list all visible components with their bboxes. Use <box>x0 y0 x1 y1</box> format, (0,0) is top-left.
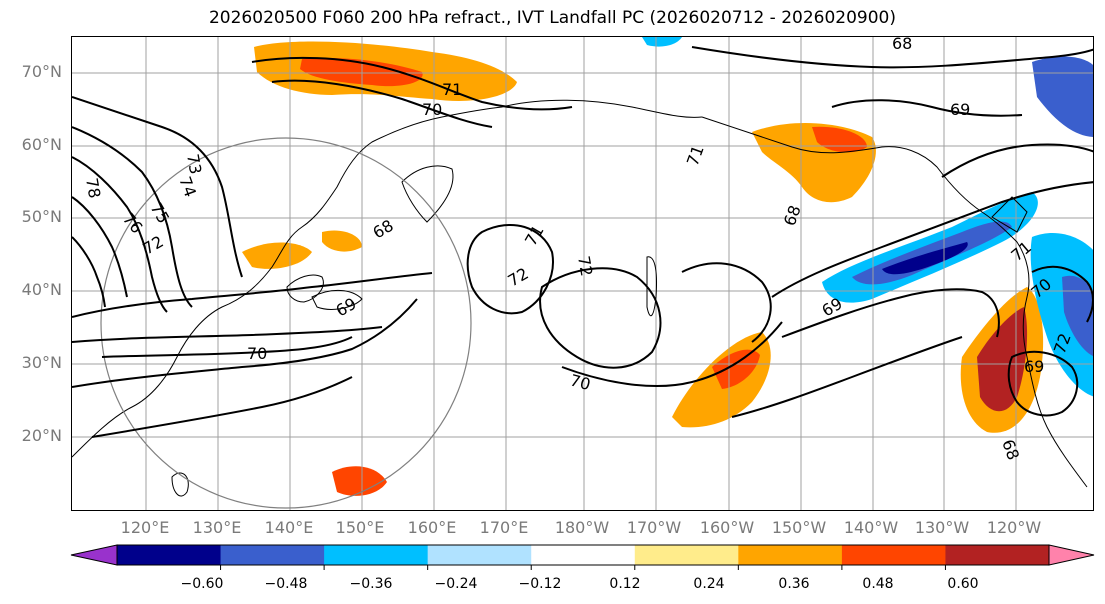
contour-label: 71 <box>683 143 708 169</box>
contour-label: 68 <box>370 216 397 243</box>
lat-label-20n: 20°N <box>21 426 62 445</box>
colorbar-segment <box>738 545 843 565</box>
map-panel: 68 71 70 69 73 74 75 76 78 72 71 72 72 6… <box>71 36 1094 511</box>
contour-label: 75 <box>147 200 174 227</box>
lon-label-130w: 130°W <box>914 518 970 537</box>
colorbar-segment <box>117 545 222 565</box>
contours <box>72 46 1093 438</box>
contour-label: 69 <box>333 294 360 321</box>
colorbar-segment <box>427 545 532 565</box>
contour-label: 78 <box>82 176 104 199</box>
contour-label: 70 <box>247 344 267 363</box>
lon-label-140e: 140°E <box>264 518 314 537</box>
lon-label-160e: 160°E <box>407 518 457 537</box>
contour-label: 71 <box>521 222 548 249</box>
shade-region-subtropical <box>332 466 387 496</box>
lon-label-160w: 160°W <box>699 518 755 537</box>
lon-label-140w: 140°W <box>843 518 899 537</box>
lon-label-130e: 130°E <box>192 518 242 537</box>
contour-label: 76 <box>119 209 147 237</box>
lon-label-170w: 170°W <box>626 518 682 537</box>
shade-region-central-pacific-core <box>712 349 760 389</box>
contour-label: 69 <box>950 100 970 119</box>
colorbar-segment <box>324 545 429 565</box>
lon-label-120e: 120°E <box>120 518 170 537</box>
shade-region-north-pacific-top-core <box>300 57 423 87</box>
shade-region-japan-east <box>322 230 362 252</box>
contour-label: 73 <box>183 152 205 175</box>
lon-label-150e: 150°E <box>335 518 385 537</box>
contour-label: 68 <box>998 437 1023 463</box>
colorbar-extend-left <box>70 544 118 566</box>
contour-label: 72 <box>140 232 167 259</box>
contour-label: 69 <box>1024 357 1044 376</box>
colorbar-segment <box>220 545 325 565</box>
lat-label-70n: 70°N <box>21 62 62 81</box>
colorbar-segment <box>634 545 739 565</box>
colorbar-tick-label: −0.36 <box>349 576 393 592</box>
shade-region-gulf-darkblue <box>882 242 968 275</box>
colorbar-segment <box>841 545 946 565</box>
shade-region-east-blue-core <box>1062 275 1093 356</box>
colorbar-tick-label: −0.12 <box>518 576 562 592</box>
lon-label-180w: 180°W <box>554 518 610 537</box>
colorbar-tick-label: 0.36 <box>778 576 810 592</box>
contour-label: 68 <box>892 37 912 53</box>
colorbar-tick-label: 0.24 <box>693 576 725 592</box>
colorbar-extend-right <box>1048 544 1095 566</box>
colorbar-tick-label: −0.60 <box>180 576 224 592</box>
colorbar-segment <box>945 545 1050 565</box>
lat-label-60n: 60°N <box>21 135 62 154</box>
colorbar-tick-label: 0.60 <box>947 576 979 592</box>
landfall-circle <box>100 137 472 509</box>
colorbar-tick-label: −0.24 <box>434 576 478 592</box>
colorbar-tick-label: −0.48 <box>264 576 308 592</box>
lat-label-30n: 30°N <box>21 353 62 372</box>
lon-label-150w: 150°W <box>771 518 827 537</box>
colorbar-tick-label: 0.48 <box>862 576 894 592</box>
map-title: 2026020500 F060 200 hPa refract., IVT La… <box>208 8 896 28</box>
lon-label-170e: 170°E <box>479 518 529 537</box>
lon-label-120w: 120°W <box>986 518 1042 537</box>
lat-label-40n: 40°N <box>21 280 62 299</box>
contour-label: 72 <box>505 264 532 291</box>
map-canvas: 68 71 70 69 73 74 75 76 78 72 71 72 72 6… <box>72 37 1093 510</box>
shade-region-japan <box>242 242 312 269</box>
contour-label: 72 <box>574 254 596 277</box>
shade-region-california-core <box>977 307 1028 412</box>
colorbar-border <box>116 544 1050 566</box>
shade-region-northeast-blue <box>1032 56 1093 137</box>
colorbar-segment <box>531 545 636 565</box>
lat-label-50n: 50°N <box>21 207 62 226</box>
contour-label: 74 <box>175 174 200 200</box>
colorbar-tick-label: 0.12 <box>609 576 641 592</box>
contour-label: 71 <box>442 80 462 99</box>
coastlines <box>72 99 1088 497</box>
contour-label: 70 <box>568 371 593 395</box>
shade-region-top-blue <box>642 37 682 47</box>
contour-label: 70 <box>422 100 442 119</box>
